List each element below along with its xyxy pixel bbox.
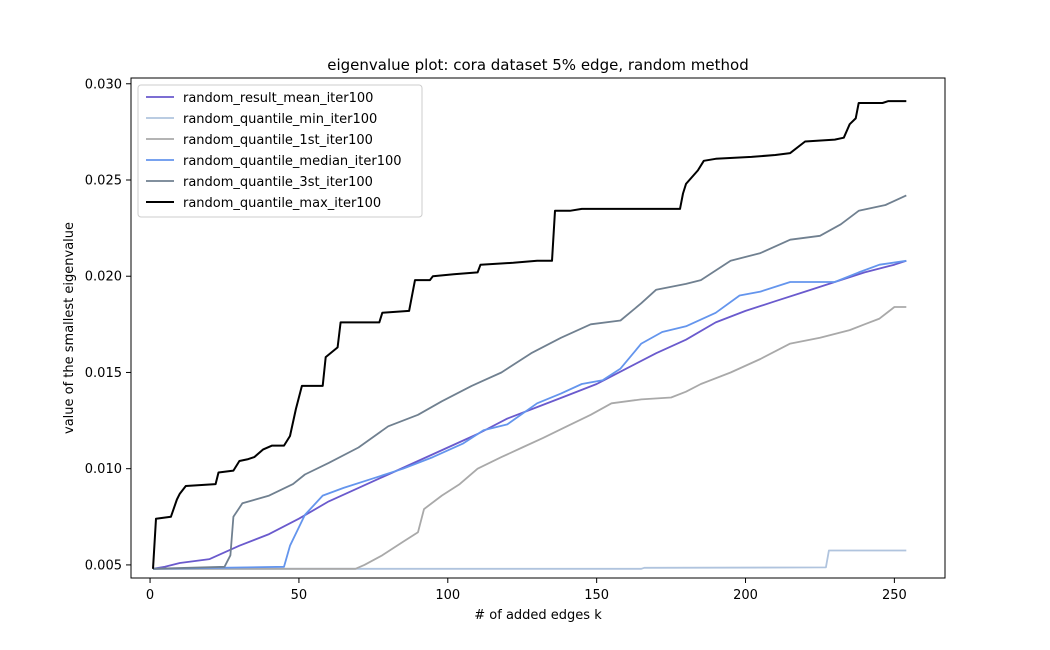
y-tick-label: 0.025 — [85, 174, 122, 189]
chart-title: eigenvalue plot: cora dataset 5% edge, r… — [327, 56, 748, 74]
legend: random_result_mean_iter100 random_quantil… — [137, 84, 423, 218]
legend-label-2: random_quantile_min_iter100 — [183, 112, 377, 127]
series-line-6 — [152, 100, 907, 569]
axes: 0 50 100 150 200 250 0.005 0.010 0.015 0.020 0.025… — [85, 77, 946, 603]
legend-label-6: random_quantile_max_iter100 — [183, 196, 381, 211]
x-tick-label: 200 — [733, 588, 758, 603]
y-tick-label: 0.015 — [85, 366, 122, 381]
y-tick-label: 0.020 — [85, 270, 122, 285]
legend-label-1: random_result_mean_iter100 — [183, 91, 373, 106]
x-tick-label: 100 — [435, 588, 460, 603]
series-line-3 — [153, 306, 907, 570]
legend-box — [137, 84, 423, 218]
axes-frame — [130, 77, 946, 579]
x-tick-label: 0 — [146, 588, 154, 603]
legend-label-3: random_quantile_1st_iter100 — [183, 133, 373, 148]
y-tick-label: 0.030 — [85, 77, 122, 92]
series-line-4 — [152, 259, 907, 570]
y-tick-label: 0.010 — [85, 462, 122, 477]
x-tick-label: 50 — [291, 588, 308, 603]
legend-label-4: random_quantile_median_iter100 — [183, 154, 402, 169]
series-line-5 — [152, 194, 907, 570]
y-tick-label: 0.005 — [85, 558, 122, 573]
x-tick-label: 150 — [584, 588, 609, 603]
x-axis-label: # of added edges k — [474, 608, 602, 623]
x-tick-label: 250 — [882, 588, 907, 603]
series-line-2 — [153, 549, 907, 570]
plot-area — [152, 100, 907, 570]
y-axis-label: value of the smallest eigenvalue — [62, 222, 77, 434]
legend-label-5: random_quantile_3st_iter100 — [183, 175, 373, 190]
